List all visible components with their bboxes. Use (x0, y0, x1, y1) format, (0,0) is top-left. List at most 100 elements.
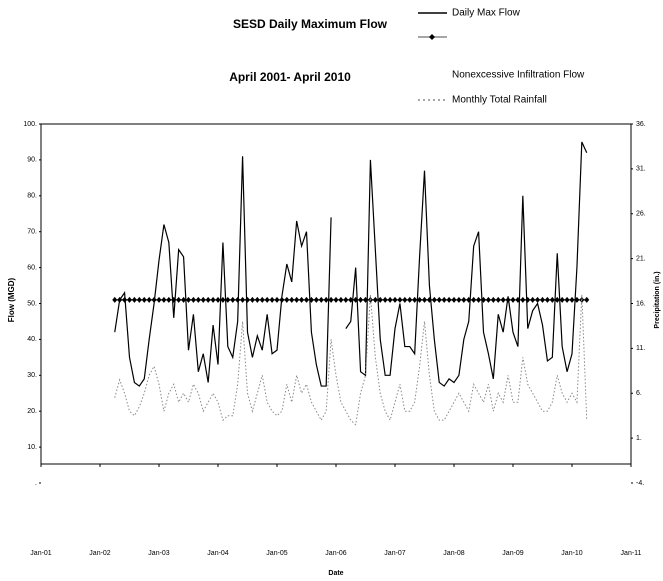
diamond-marker (485, 296, 491, 303)
diamond-marker (333, 296, 339, 303)
diamond-marker (348, 296, 354, 303)
diamond-marker (520, 296, 526, 303)
diamond-marker (240, 296, 246, 303)
diamond-marker (269, 296, 275, 303)
diamond-marker (382, 296, 388, 303)
diamond-marker (446, 296, 452, 303)
diamond-marker (500, 296, 506, 303)
diamond-marker (554, 296, 560, 303)
x-tick-label: Jan-02 (89, 550, 111, 557)
diamond-marker (245, 296, 250, 303)
diamond-marker (131, 296, 137, 303)
x-tick-label: Jan-10 (561, 550, 583, 557)
diamond-marker (525, 296, 531, 303)
y-tick-label: 60. (27, 264, 37, 271)
diamond-marker (181, 296, 187, 303)
diamond-marker (205, 296, 211, 303)
diamond-marker (235, 296, 241, 303)
diamond-marker (402, 296, 408, 303)
legend-swatch-marker (429, 34, 435, 40)
diamond-marker (461, 296, 467, 303)
y-tick-label: 50. (27, 300, 37, 307)
y2-tick-label: 31. (636, 166, 646, 173)
legend-label: Nonexcessive Infiltration Flow (452, 70, 585, 81)
y2-tick-label: 21. (636, 255, 646, 262)
diamond-marker (254, 296, 260, 303)
diamond-marker (294, 296, 300, 303)
y2-axis-label: Precipitation (in.) (654, 271, 661, 328)
diamond-marker (279, 296, 285, 303)
x-tick-label: Jan-05 (266, 550, 288, 557)
diamond-marker (574, 296, 580, 303)
diamond-marker (215, 296, 221, 303)
diamond-marker (564, 296, 570, 303)
y2-tick-label: 16. (636, 300, 646, 307)
diamond-marker (176, 296, 182, 303)
diamond-marker (338, 296, 344, 303)
diamond-marker (476, 296, 482, 303)
x-tick-label: Jan-03 (148, 550, 170, 557)
series-line (114, 141, 588, 387)
diamond-marker (387, 296, 393, 303)
diamond-marker (161, 296, 167, 303)
diamond-marker (372, 296, 378, 303)
diamond-marker (431, 296, 437, 303)
diamond-marker (190, 296, 196, 303)
diamond-marker (441, 296, 447, 303)
x-tick-label: Jan-06 (325, 550, 347, 557)
chart-title: SESD Daily Maximum Flow (233, 17, 388, 31)
y-tick-label: 70. (27, 229, 37, 236)
diamond-marker (122, 296, 128, 303)
diamond-marker (505, 296, 511, 303)
diamond-marker (225, 296, 231, 303)
diamond-marker (289, 296, 295, 303)
diamond-marker (584, 296, 590, 303)
y2-tick-label: 11. (636, 345, 645, 352)
y2-tick-label: -4. (636, 480, 644, 487)
diamond-marker (412, 296, 418, 303)
diamond-marker (426, 296, 432, 303)
series-line (114, 294, 588, 426)
diamond-marker (210, 296, 216, 303)
y-axis-label: Flow (MGD) (7, 277, 16, 322)
y2-tick-label: 26. (636, 211, 646, 218)
diamond-marker (318, 296, 324, 303)
diamond-marker (264, 296, 270, 303)
diamond-marker (397, 296, 403, 303)
y2-tick-label: 6. (636, 390, 642, 397)
diamond-marker (259, 296, 265, 303)
diamond-marker (127, 296, 132, 303)
diamond-marker (156, 296, 162, 303)
diamond-marker (358, 296, 364, 303)
diamond-marker (353, 296, 359, 303)
diamond-marker (230, 296, 236, 303)
diamond-marker (451, 296, 457, 303)
diamond-marker (436, 296, 442, 303)
diamond-marker (323, 296, 329, 303)
x-axis-label: Date (328, 570, 343, 577)
diamond-marker (471, 296, 477, 303)
y2-tick-label: 1. (636, 435, 642, 442)
y-tick-label: . (35, 480, 37, 487)
y-tick-label: 100. (23, 121, 37, 128)
diamond-marker (313, 296, 319, 303)
diamond-marker (540, 296, 545, 303)
y-tick-label: 30. (27, 372, 37, 379)
diamond-marker (299, 296, 305, 303)
diamond-marker (456, 296, 462, 303)
diamond-marker (151, 296, 157, 303)
y-tick-label: 90. (27, 157, 37, 164)
diamond-marker (377, 296, 383, 303)
x-tick-label: Jan-04 (207, 550, 229, 557)
diamond-marker (186, 296, 191, 303)
legend-label: Monthly Total Rainfall (452, 95, 547, 106)
x-tick-label: Jan-09 (502, 550, 524, 557)
diamond-marker (530, 296, 536, 303)
diamond-marker (363, 296, 368, 303)
diamond-marker (495, 296, 501, 303)
diamond-marker (328, 296, 334, 303)
diamond-marker (249, 296, 255, 303)
diamond-marker (559, 296, 565, 303)
diamond-marker (535, 296, 541, 303)
